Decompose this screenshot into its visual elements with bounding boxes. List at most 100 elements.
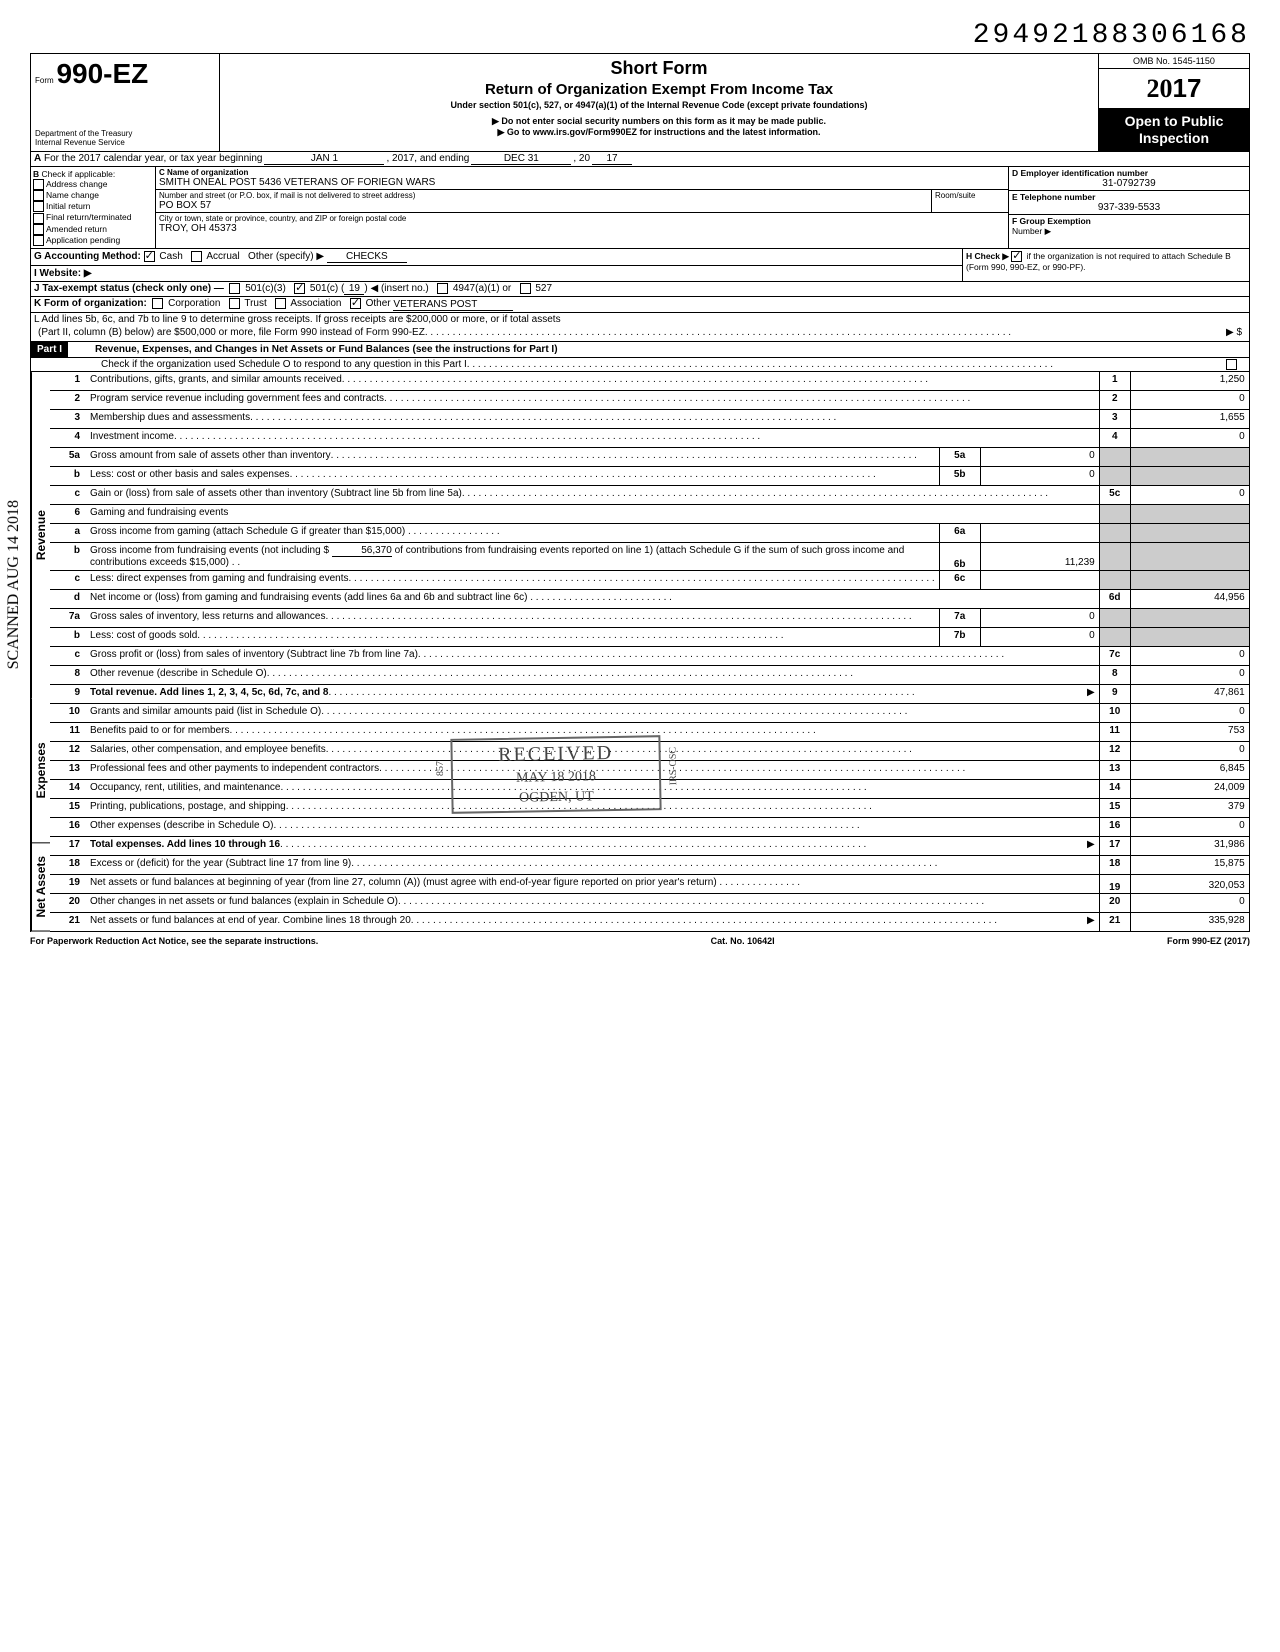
line-a-mid: , 2017, and ending	[386, 153, 469, 164]
line4-val: 0	[1130, 429, 1249, 447]
form-label: Form	[35, 76, 54, 85]
phone: 937-339-5533	[1012, 202, 1246, 213]
line6-text: Gaming and fundraising events	[90, 507, 228, 521]
d-label: D Employer identification number	[1012, 168, 1148, 178]
k-label: K Form of organization:	[34, 299, 147, 310]
line11-val: 753	[1130, 723, 1249, 741]
l-arrow: ▶ $	[1226, 327, 1242, 338]
revenue-label: Revenue	[31, 372, 50, 698]
b-item-1: Name change	[46, 190, 99, 200]
cb-other-org[interactable]	[350, 298, 361, 309]
b-item-4: Amended return	[46, 224, 107, 234]
line12-val: 0	[1130, 742, 1249, 760]
org-address: PO BOX 57	[159, 200, 928, 211]
omb-number: OMB No. 1545-1150	[1099, 54, 1249, 69]
l-text1: L Add lines 5b, 6c, and 7b to line 9 to …	[34, 314, 1246, 325]
line21-val: 335,928	[1130, 913, 1249, 931]
i-label: I Website: ▶	[34, 268, 92, 279]
line7c-text: Gross profit or (loss) from sales of inv…	[90, 649, 418, 663]
line13-text: Professional fees and other payments to …	[90, 763, 379, 777]
line5c-val: 0	[1130, 486, 1249, 504]
e-label: E Telephone number	[1012, 192, 1095, 202]
f-label2: Number ▶	[1012, 226, 1246, 237]
line5b-val: 0	[980, 467, 1099, 485]
k-corp: Corporation	[168, 299, 220, 310]
b-item-3: Final return/terminated	[46, 212, 132, 222]
document-number: 29492188306168	[30, 20, 1250, 51]
k-trust: Trust	[244, 299, 266, 310]
j-c3: 501(c)(3)	[245, 283, 286, 294]
b-label: Check if applicable:	[42, 169, 116, 179]
line7a-text: Gross sales of inventory, less returns a…	[90, 611, 325, 625]
cb-527[interactable]	[520, 283, 531, 294]
cb-address[interactable]	[33, 179, 44, 190]
open-public-label: Open to Public	[1101, 113, 1247, 130]
j-527: 527	[535, 283, 552, 294]
cb-initial[interactable]	[33, 201, 44, 212]
main-title: Return of Organization Exempt From Incom…	[230, 81, 1088, 98]
cb-accrual[interactable]	[191, 251, 202, 262]
line11-text: Benefits paid to or for members	[90, 725, 230, 739]
line5c-text: Gain or (loss) from sale of assets other…	[90, 488, 462, 502]
tax-year: 2017	[1099, 69, 1249, 109]
cb-501c3[interactable]	[229, 283, 240, 294]
j-c-end: ) ◀ (insert no.)	[364, 283, 428, 294]
line4-text: Investment income	[90, 431, 174, 445]
line5a-text: Gross amount from sale of assets other t…	[90, 450, 331, 464]
line8-text: Other revenue (describe in Schedule O)	[90, 668, 267, 682]
line19-text: Net assets or fund balances at beginning…	[90, 877, 717, 888]
cb-pending[interactable]	[33, 235, 44, 246]
h-label: H Check ▶	[966, 251, 1009, 261]
form-header: Form 990-EZ Department of the Treasury I…	[30, 53, 1250, 152]
line7b-text: Less: cost of goods sold	[90, 630, 197, 644]
cb-schedB[interactable]	[1011, 251, 1022, 262]
cb-amended[interactable]	[33, 224, 44, 235]
j-label: J Tax-exempt status (check only one) —	[34, 283, 224, 294]
line14-text: Occupancy, rent, utilities, and maintena…	[90, 782, 280, 796]
form-number: 990-EZ	[56, 58, 148, 89]
cb-501c[interactable]	[294, 283, 305, 294]
cb-assoc[interactable]	[275, 298, 286, 309]
g-cash: Cash	[159, 251, 182, 262]
cb-final[interactable]	[33, 213, 44, 224]
part1-label: Part I	[31, 342, 68, 357]
footer-right: Form 990-EZ (2017)	[1167, 936, 1250, 946]
f-label: F Group Exemption	[1012, 216, 1091, 226]
cb-4947[interactable]	[437, 283, 448, 294]
cb-cash[interactable]	[144, 251, 155, 262]
line1-val: 1,250	[1130, 372, 1249, 390]
line7c-val: 0	[1130, 647, 1249, 665]
cb-scheduleO[interactable]	[1226, 359, 1237, 370]
line20-text: Other changes in net assets or fund bala…	[90, 896, 398, 910]
addr-label: Number and street (or P.O. box, if mail …	[159, 191, 928, 200]
line5a-val: 0	[980, 448, 1099, 466]
line15-val: 379	[1130, 799, 1249, 817]
line12-text: Salaries, other compensation, and employ…	[90, 744, 326, 758]
line7a-val: 0	[980, 609, 1099, 627]
line18-val: 15,875	[1130, 856, 1249, 874]
line13-val: 6,845	[1130, 761, 1249, 779]
j-c-num: 19	[344, 283, 364, 295]
line1-text: Contributions, gifts, grants, and simila…	[90, 374, 342, 388]
line10-val: 0	[1130, 704, 1249, 722]
line17-val: 31,986	[1130, 837, 1249, 855]
line-a-text: For the 2017 calendar year, or tax year …	[44, 153, 262, 164]
note-ssn: ▶ Do not enter social security numbers o…	[230, 116, 1088, 127]
org-city: TROY, OH 45373	[159, 223, 1005, 234]
j-4947: 4947(a)(1) or	[453, 283, 511, 294]
b-item-2: Initial return	[46, 201, 90, 211]
c-name-label: C Name of organization	[159, 168, 248, 177]
line6d-val: 44,956	[1130, 590, 1249, 608]
g-other-value: CHECKS	[327, 251, 407, 263]
line5b-text: Less: cost or other basis and sales expe…	[90, 469, 290, 483]
j-c-open: 501(c) (	[310, 283, 344, 294]
part1-check-text: Check if the organization used Schedule …	[101, 359, 467, 370]
b-item-0: Address change	[46, 179, 107, 189]
cb-trust[interactable]	[229, 298, 240, 309]
line9-text: Total revenue. Add lines 1, 2, 3, 4, 5c,…	[90, 687, 328, 698]
l-text2: (Part II, column (B) below) are $500,000…	[38, 327, 425, 338]
cb-name[interactable]	[33, 190, 44, 201]
cb-corp[interactable]	[152, 298, 163, 309]
b-item-5: Application pending	[46, 235, 120, 245]
line6a-val	[980, 524, 1099, 542]
